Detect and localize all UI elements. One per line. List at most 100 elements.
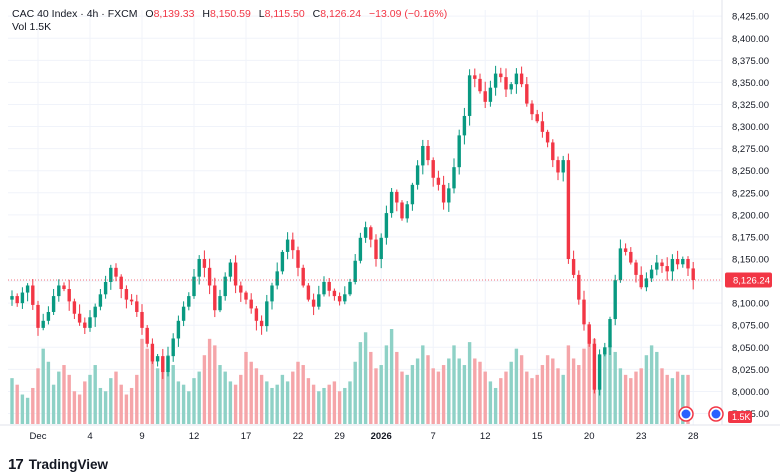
- candle-body: [109, 267, 113, 282]
- volume-label[interactable]: Vol: [12, 21, 27, 33]
- candle-body: [400, 202, 404, 219]
- candle-body: [587, 324, 591, 344]
- candle-body: [561, 160, 565, 173]
- volume-bar: [655, 351, 659, 424]
- candle-body: [681, 259, 685, 265]
- tradingview-icon: 17: [8, 456, 24, 473]
- candle-body: [57, 285, 61, 297]
- candle-body: [176, 320, 181, 339]
- candle-body: [280, 251, 285, 272]
- candle-body: [405, 204, 409, 219]
- candle-body: [582, 299, 586, 325]
- candle-body: [358, 237, 363, 261]
- time-tick-label: 23: [636, 431, 647, 442]
- low-value: 8,115.50: [264, 8, 305, 20]
- volume-bar: [400, 371, 404, 424]
- tradingview-logo[interactable]: 17 TradingView: [8, 456, 108, 473]
- candle-body: [504, 77, 508, 90]
- candle-body: [207, 267, 212, 286]
- candle-body: [525, 84, 529, 104]
- candle-body: [332, 290, 337, 297]
- time-tick-label: 28: [688, 431, 699, 442]
- candle-body: [447, 188, 451, 203]
- candle-body: [675, 259, 680, 265]
- candle-body: [639, 274, 643, 288]
- volume-bar: [473, 358, 477, 424]
- volume-bar: [311, 384, 316, 424]
- volume-bar: [166, 355, 170, 424]
- time-tick-label: 22: [293, 431, 304, 442]
- high-label: H: [202, 8, 210, 20]
- time-tick-label: Dec: [30, 431, 47, 442]
- candle-body: [67, 289, 71, 302]
- candle-body: [629, 251, 633, 263]
- volume-bar: [270, 387, 274, 424]
- volume-bar: [363, 332, 368, 424]
- volume-bar: [415, 358, 420, 424]
- candle-body: [483, 91, 487, 102]
- volume-bar: [259, 374, 264, 424]
- volume-bar: [571, 358, 576, 424]
- candle-body: [275, 271, 279, 286]
- candle-body: [395, 191, 399, 203]
- volume-bar: [109, 378, 113, 424]
- candle-body: [155, 356, 160, 362]
- event-markers[interactable]: [678, 406, 724, 422]
- candle-body: [239, 285, 243, 293]
- volume-bar: [46, 361, 51, 424]
- candle-body: [634, 262, 638, 275]
- time-axis[interactable]: Dec 4 9 12 17 22 29 2026 7 12 15 20 23 28: [0, 424, 780, 442]
- time-tick-label: 9: [139, 431, 144, 442]
- close-label: C: [312, 8, 321, 20]
- brand-name: TradingView: [28, 457, 108, 472]
- volume-bar: [478, 361, 482, 424]
- volume-badge-label: 1.5K: [732, 412, 751, 422]
- candle-body: [670, 259, 675, 272]
- price-tick-label: 8,025.00: [732, 365, 769, 376]
- volume-bar: [566, 345, 571, 424]
- candle-body: [46, 311, 51, 321]
- symbol-title[interactable]: CAC 40 Index · 4h · FXCM: [12, 8, 138, 20]
- volume-bar: [514, 348, 519, 424]
- candle-body: [493, 73, 498, 88]
- candle-body: [473, 75, 477, 79]
- volume-bar: [135, 374, 139, 424]
- candle-body: [566, 160, 571, 259]
- volume-bar: [530, 378, 534, 424]
- candle-body: [540, 121, 545, 132]
- candle-body: [20, 292, 25, 304]
- close-value: 8,126.24: [320, 8, 362, 20]
- candle-body: [499, 73, 503, 78]
- candle-body: [31, 285, 35, 305]
- volume-bar: [280, 374, 285, 424]
- volume-bar: [493, 387, 498, 424]
- volume-bar: [181, 384, 186, 424]
- candle-body: [317, 294, 321, 307]
- candle-body: [150, 343, 155, 362]
- candle-body: [514, 73, 519, 85]
- volume-bar: [618, 368, 623, 424]
- volume-bar: [405, 374, 409, 424]
- candle-body: [374, 239, 378, 259]
- candle-body: [327, 281, 331, 291]
- volume-bars: [10, 329, 690, 424]
- candle-body: [441, 184, 446, 203]
- volume-bar: [686, 374, 690, 424]
- price-tick-label: 8,300.00: [732, 122, 769, 133]
- candle-body: [285, 239, 290, 252]
- price-tick-label: 8,275.00: [732, 144, 769, 155]
- volume-bar: [525, 371, 529, 424]
- candle-body: [462, 115, 467, 136]
- price-tick-label: 8,150.00: [732, 255, 769, 266]
- volume-bar: [187, 391, 191, 424]
- candle-body: [114, 267, 118, 277]
- price-axis[interactable]: 7,975.008,000.008,025.008,050.008,075.00…: [721, 0, 772, 425]
- volume-bar: [462, 365, 467, 424]
- price-tick-label: 8,400.00: [732, 34, 769, 45]
- volume-bar: [337, 391, 342, 424]
- volume-bar: [249, 361, 253, 424]
- candle-body: [436, 177, 441, 185]
- volume-bar: [603, 348, 607, 424]
- candle-body: [608, 319, 612, 348]
